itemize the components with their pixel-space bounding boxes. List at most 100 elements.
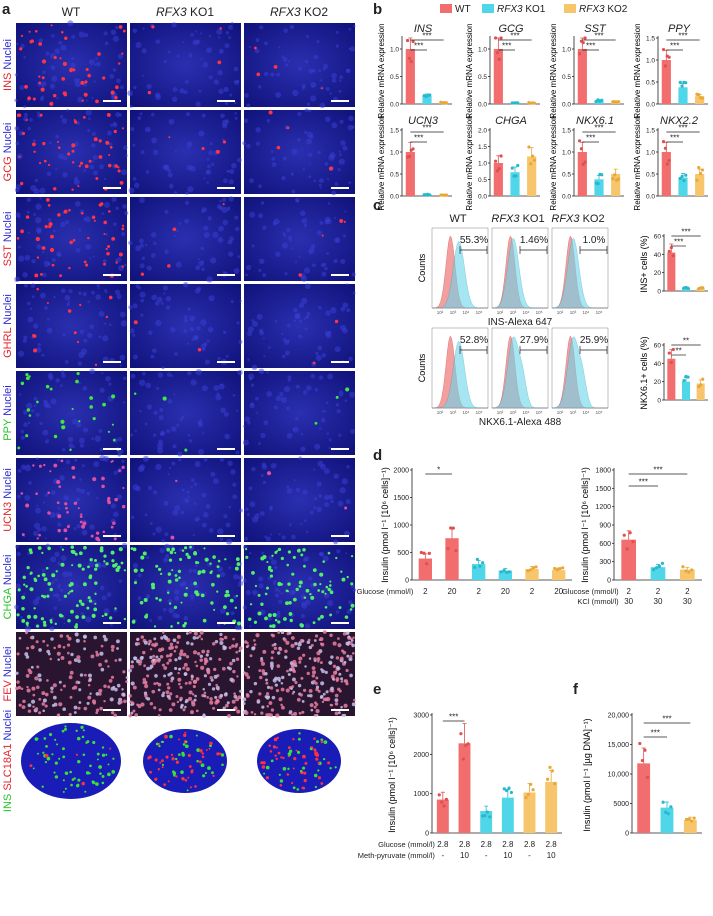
row-label-slc18a1: INS SLC18A1 Nuclei [2, 710, 14, 812]
signal-dot [84, 164, 89, 169]
nucleus [19, 393, 22, 396]
nucleus [348, 657, 353, 662]
nucleus [266, 685, 271, 690]
nucleus [262, 649, 267, 654]
cell-dot [194, 785, 197, 788]
nucleus [160, 647, 165, 652]
data-point [577, 52, 582, 56]
micrograph-ins-2 [244, 23, 356, 109]
cell-dot [69, 770, 72, 774]
nucleus [187, 495, 190, 498]
signal-dot [264, 616, 268, 621]
nucleus [301, 700, 305, 703]
nucleus [352, 291, 356, 295]
signal-dot [32, 97, 36, 101]
nucleus [20, 435, 25, 440]
nucleus [178, 682, 181, 686]
nucleus [346, 465, 350, 469]
signal-dot [80, 211, 84, 215]
signal-dot [95, 177, 99, 180]
signal-dot [33, 614, 38, 619]
signal-dot [91, 215, 96, 220]
nucleus [46, 171, 52, 177]
nucleus [23, 592, 26, 595]
y-tick-label: 0.0 [478, 102, 487, 109]
nucleus [311, 674, 316, 678]
y-tick-label: 0.5 [390, 74, 399, 81]
signal-dot [25, 215, 30, 219]
legend-swatch [564, 4, 576, 13]
flow-histogram: 55.3%10² 10³ 10⁴ 10⁵ [431, 227, 489, 315]
nucleus [222, 330, 227, 335]
signal-dot [277, 547, 282, 552]
cell-dot [46, 756, 51, 761]
nucleus [139, 263, 145, 269]
cell-dot [279, 779, 284, 783]
nucleus [345, 68, 351, 74]
signal-dot [82, 521, 87, 526]
signal-dot [168, 602, 172, 605]
data-point [622, 533, 626, 537]
data-point [678, 80, 682, 84]
nucleus [119, 354, 126, 361]
signal-dot [74, 120, 78, 124]
nucleus [82, 386, 88, 391]
signal-dot [35, 492, 38, 495]
nucleus [318, 638, 322, 641]
nucleus [278, 647, 283, 652]
nucleus [110, 644, 115, 649]
cell-dot [58, 757, 61, 760]
nucleus [220, 571, 226, 577]
signal-dot [61, 548, 65, 551]
nucleus [203, 176, 206, 179]
nucleus [217, 70, 223, 76]
nucleus [320, 668, 323, 671]
panel-label-a: a [2, 1, 11, 18]
signal-dot [195, 560, 199, 565]
signal-dot [85, 263, 89, 267]
signal-dot [69, 68, 73, 73]
y-tick-label: 0.5 [390, 172, 399, 179]
nucleus [263, 420, 269, 426]
nucleus [208, 75, 213, 80]
nucleus [154, 674, 158, 678]
nucleus [330, 307, 337, 314]
nucleus [186, 490, 190, 494]
nucleus [132, 562, 139, 569]
nucleus [30, 645, 35, 650]
nucleus [345, 668, 349, 673]
cell-dot [182, 743, 186, 746]
nucleus [262, 273, 267, 278]
nucleus [218, 657, 222, 661]
nucleus [26, 210, 30, 214]
cell-dot [159, 761, 162, 764]
nucleus [22, 699, 26, 704]
nucleus [155, 526, 162, 533]
signal-dot [51, 263, 55, 267]
signal-dot [264, 592, 268, 596]
nucleus [51, 75, 58, 82]
signal-dot [312, 361, 316, 365]
scale-bar [103, 709, 121, 711]
nucleus [199, 418, 203, 421]
signal-dot [121, 504, 126, 509]
cell-dot [75, 729, 78, 732]
signal-dot [349, 608, 353, 611]
row-label-sst: SST Nuclei [2, 212, 14, 267]
nucleus [206, 649, 210, 654]
signal-dot [271, 554, 274, 557]
signal-dot [41, 572, 46, 577]
nucleus [128, 240, 133, 245]
signal-dot [321, 234, 324, 237]
signal-dot [166, 591, 170, 594]
nucleus [67, 571, 73, 577]
background [16, 545, 127, 629]
nucleus [139, 291, 146, 298]
micrograph-slc18a1-0 [16, 719, 127, 803]
nucleus [160, 430, 166, 436]
nucleus [270, 533, 273, 536]
nucleus [62, 172, 68, 178]
y-tick-label: 1.5 [478, 144, 487, 151]
nucleus [315, 676, 319, 680]
nucleus [138, 379, 146, 387]
